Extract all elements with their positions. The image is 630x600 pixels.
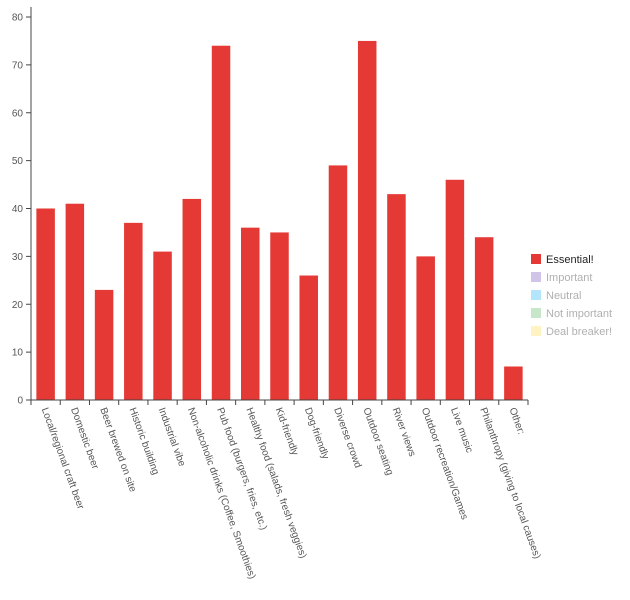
x-category-label: Philanthropy (giving to local causes)	[477, 406, 542, 560]
legend-label: Neutral	[546, 290, 581, 302]
x-category-label: Historic building	[127, 406, 161, 476]
x-category-label: Other:	[507, 406, 527, 436]
legend-item[interactable]: Essential!	[531, 254, 594, 266]
y-tick-label: 40	[12, 204, 24, 215]
y-tick-label: 10	[12, 348, 24, 359]
legend: Essential! Important Neutral Not important D…	[531, 254, 612, 338]
x-category-label: River views	[390, 406, 418, 458]
legend-swatch	[531, 272, 541, 282]
y-tick-label: 30	[12, 252, 24, 263]
bar[interactable]	[357, 40, 377, 400]
bar[interactable]	[211, 45, 231, 400]
bar[interactable]	[241, 227, 260, 400]
bar[interactable]	[474, 237, 494, 400]
x-category-label: Diverse crowd	[331, 406, 363, 469]
bar[interactable]	[124, 222, 143, 400]
legend-label: Important	[546, 272, 592, 284]
y-axis: 0 10 20 30 40 50 60 70 80	[12, 7, 32, 407]
legend-item[interactable]: Not important	[531, 308, 612, 320]
x-category-label: Outdoor seating	[360, 406, 395, 477]
y-tick-label: 80	[12, 13, 24, 24]
bar[interactable]	[328, 165, 348, 400]
x-category-label: Dog-friendly	[302, 406, 331, 460]
legend-swatch	[531, 326, 541, 336]
legend-item[interactable]: Deal breaker!	[531, 326, 612, 338]
legend-item[interactable]: Neutral	[531, 290, 581, 302]
bar[interactable]	[416, 256, 435, 401]
bar[interactable]	[182, 198, 202, 400]
y-tick-label: 70	[12, 60, 24, 71]
legend-label: Deal breaker!	[546, 326, 612, 338]
bar[interactable]	[387, 194, 406, 400]
bar[interactable]	[94, 289, 114, 400]
bar[interactable]	[153, 251, 172, 400]
x-category-label: Kid-friendly	[273, 406, 300, 457]
bars	[36, 40, 523, 401]
legend-item[interactable]: Important	[531, 272, 592, 284]
legend-swatch	[531, 290, 541, 300]
legend-label: Not important	[546, 308, 612, 320]
bar[interactable]	[65, 203, 85, 400]
x-category-label: Domestic beer	[68, 406, 101, 471]
bar[interactable]	[504, 366, 523, 400]
x-category-label: Industrial vibe	[156, 406, 188, 468]
bar[interactable]	[270, 232, 289, 400]
y-tick-label: 0	[17, 396, 23, 407]
y-tick-label: 50	[12, 156, 24, 167]
bar[interactable]	[299, 275, 318, 400]
y-tick-label: 60	[12, 108, 24, 119]
y-tick-label: 20	[12, 300, 24, 311]
legend-swatch	[531, 308, 541, 318]
x-category-label: Live music	[448, 406, 474, 454]
bar[interactable]	[445, 179, 465, 400]
bar[interactable]	[36, 208, 55, 401]
legend-label: Essential!	[546, 254, 594, 266]
legend-swatch	[531, 254, 541, 264]
